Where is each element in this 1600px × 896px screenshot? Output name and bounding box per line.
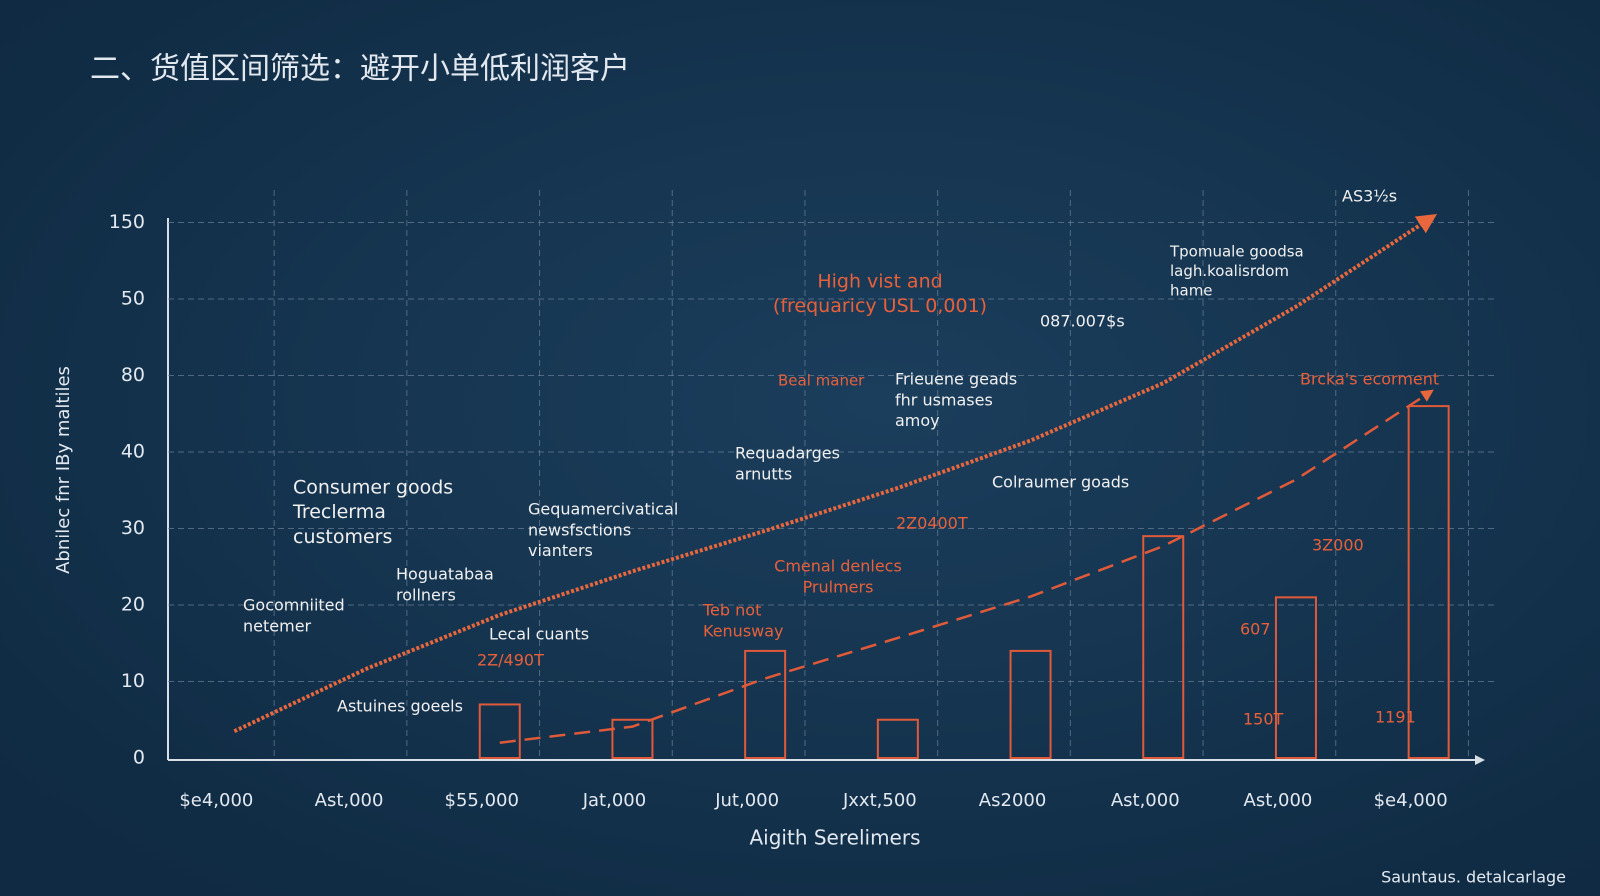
bar (1274, 596, 1317, 759)
annotation: lagh.koalisrdom (1170, 262, 1289, 280)
bar (1407, 405, 1450, 759)
y-tick-label: 40 (121, 441, 145, 463)
annotation: Treclerma (292, 501, 386, 523)
annotation: (frequaricy USL 0,001) (773, 295, 987, 317)
annotation: newsfsctions (528, 520, 631, 539)
x-tick-label: Ast,000 (1111, 790, 1180, 811)
x-tick-label: $e4,000 (179, 790, 253, 811)
annotation: Tpomuale goodsa (1169, 243, 1304, 261)
x-tick-label: $e4,000 (1374, 790, 1448, 811)
y-axis-label: Abnilec fnr IBy maltiles (53, 366, 74, 574)
bar (1009, 649, 1052, 760)
y-tick-label: 20 (121, 594, 145, 616)
annotation: High vist and (817, 271, 942, 293)
y-tick-label: 50 (121, 288, 145, 310)
annotation: Astuines goeels (337, 697, 463, 716)
annotation: Cmenal denlecs (774, 557, 902, 576)
annotation: rollners (396, 585, 456, 604)
annotation: Frieuene geads (895, 370, 1017, 389)
annotation: Lecal cuants (489, 625, 589, 644)
annotation: 2Z0400T (896, 514, 968, 533)
bar (876, 718, 919, 759)
bar (1142, 535, 1185, 760)
annotation: fhr usmases (895, 390, 993, 409)
annotation: Requadarges (735, 444, 840, 463)
annotation: Brcka's ecorment (1300, 370, 1439, 389)
y-tick-label: 10 (121, 670, 145, 692)
x-tick-label: Ast,000 (1244, 790, 1313, 811)
annotation: netemer (243, 616, 312, 635)
annotation: 150T (1243, 710, 1284, 729)
series-line (499, 389, 1434, 744)
bar (611, 718, 654, 759)
annotation: vianters (528, 541, 593, 560)
annotation: AS3½s (1342, 187, 1397, 206)
annotation: 2Z/490T (477, 651, 544, 670)
y-tick-label: 30 (121, 517, 145, 539)
x-tick-label: $55,000 (445, 790, 519, 811)
annotation: Consumer goods (293, 477, 453, 499)
bar (744, 649, 787, 760)
x-axis-label: Aigith Serelimers (750, 826, 921, 850)
x-tick-label: Ast,000 (315, 790, 384, 811)
annotation: Beal maner (778, 372, 865, 390)
annotation: 3Z000 (1312, 536, 1364, 555)
annotation: customers (293, 526, 392, 548)
x-tick-label: Jut,000 (714, 790, 779, 811)
x-tick-label: Jxxt,500 (842, 790, 917, 811)
annotation: Prulmers (803, 577, 874, 596)
annotation: Colraumer goads (992, 473, 1129, 492)
annotation: amoy (895, 411, 940, 430)
bar (478, 703, 521, 760)
annotation: hame (1170, 282, 1213, 300)
annotation: 087.007$s (1040, 312, 1125, 331)
x-tick-label: Jat,000 (582, 790, 646, 811)
annotation: 1191 (1375, 708, 1416, 727)
y-tick-label: 150 (109, 211, 145, 233)
annotation: Gocomniited (243, 596, 345, 615)
annotation: 607 (1240, 620, 1271, 639)
footer: Sauntaus. detalcarlage (1381, 868, 1566, 887)
annotation: Kenusway (703, 621, 784, 640)
y-tick-label: 0 (133, 747, 145, 769)
chart-title: 二、货值区间筛选：避开小单低利润客户 (90, 52, 630, 87)
annotation: Gequamercivatical (528, 500, 678, 519)
annotation: arnutts (735, 464, 792, 483)
x-tick-label: As2000 (979, 790, 1047, 811)
annotation: Hoguatabaa (396, 565, 494, 584)
y-tick-label: 80 (121, 364, 145, 386)
annotation: Teb not (702, 601, 761, 620)
